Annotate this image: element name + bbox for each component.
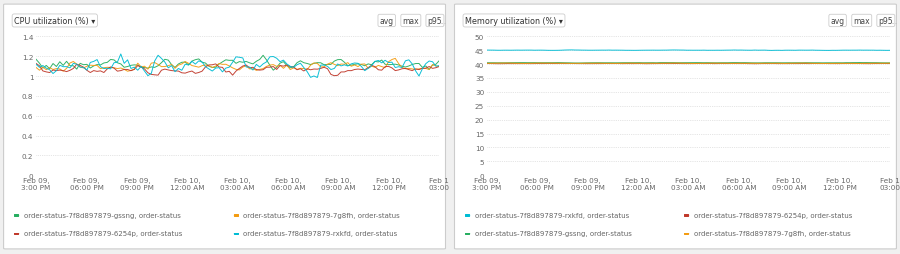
Text: Memory utilization (%) ▾: Memory utilization (%) ▾ [465,17,562,26]
Text: order-status-7f8d897879-gssng, order-status: order-status-7f8d897879-gssng, order-sta… [474,231,632,236]
Point [460,231,474,235]
Point [9,213,23,217]
Text: order-status-7f8d897879-7g8fh, order-status: order-status-7f8d897879-7g8fh, order-sta… [694,231,850,236]
Text: ...: ... [439,17,446,26]
Text: order-status-7f8d897879-7g8fh, order-status: order-status-7f8d897879-7g8fh, order-sta… [243,212,400,218]
Text: order-status-7f8d897879-rxkfd, order-status: order-status-7f8d897879-rxkfd, order-sta… [243,231,397,236]
Text: max: max [853,17,870,26]
Text: order-status-7f8d897879-6254p, order-status: order-status-7f8d897879-6254p, order-sta… [694,212,852,218]
Text: max: max [402,17,419,26]
Text: p95: p95 [878,17,893,26]
Point [229,231,243,235]
Text: p95: p95 [428,17,442,26]
Text: CPU utilization (%) ▾: CPU utilization (%) ▾ [14,17,95,26]
Text: avg: avg [380,17,394,26]
Point [9,231,23,235]
Point [680,213,694,217]
Text: order-status-7f8d897879-rxkfd, order-status: order-status-7f8d897879-rxkfd, order-sta… [474,212,629,218]
Point [680,231,694,235]
Text: order-status-7f8d897879-gssng, order-status: order-status-7f8d897879-gssng, order-sta… [23,212,181,218]
Point [229,213,243,217]
Text: order-status-7f8d897879-6254p, order-status: order-status-7f8d897879-6254p, order-sta… [23,231,182,236]
Text: avg: avg [831,17,845,26]
Point [460,213,474,217]
Text: ...: ... [890,17,897,26]
